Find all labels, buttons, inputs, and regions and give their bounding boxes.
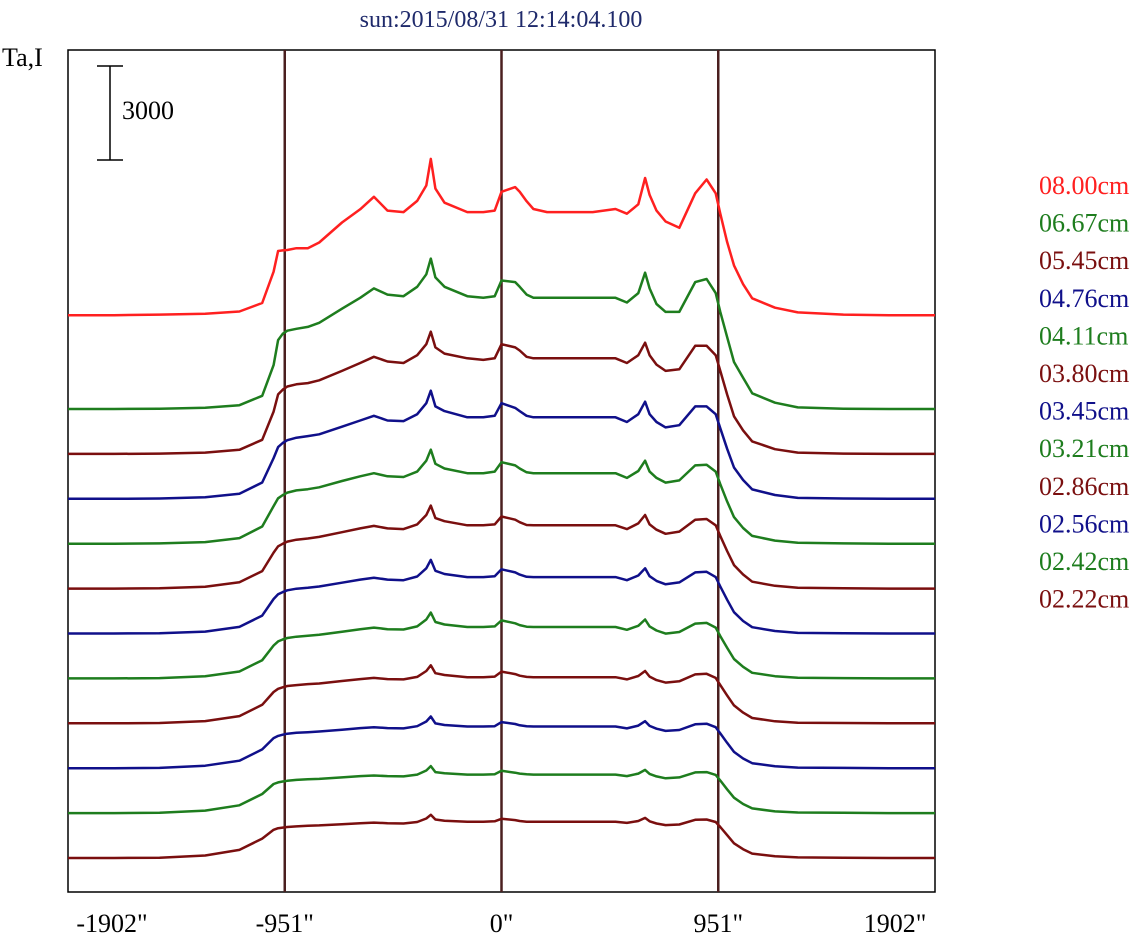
- chart-title: sun:2015/08/31 12:14:04.100: [360, 7, 643, 33]
- series-line-02.86cm: [68, 664, 935, 725]
- scale-bar: 3000: [97, 65, 174, 161]
- x-tick-label: -951": [256, 909, 314, 938]
- legend-item: 02.56cm: [1039, 509, 1129, 538]
- legend-item: 02.22cm: [1039, 585, 1129, 614]
- x-tick-label: 0": [490, 909, 514, 938]
- series-line-04.11cm: [68, 448, 935, 545]
- series-line-02.56cm: [68, 715, 935, 770]
- limb-reference-lines: [283, 50, 720, 892]
- series-line-04.76cm: [68, 389, 935, 501]
- legend-item: 02.42cm: [1039, 547, 1129, 576]
- x-tick-label: -1902": [76, 909, 147, 938]
- legend-item: 08.00cm: [1039, 171, 1129, 200]
- legend-item: 03.45cm: [1039, 397, 1129, 426]
- legend-item: 03.80cm: [1039, 359, 1129, 388]
- series-line-02.42cm: [68, 764, 935, 815]
- legend-item: 06.67cm: [1039, 209, 1129, 238]
- legend-item: 05.45cm: [1039, 246, 1129, 275]
- series-lines: [68, 157, 935, 860]
- series-line-03.45cm: [68, 558, 935, 635]
- series-line-05.45cm: [68, 330, 935, 456]
- legend-item: 02.86cm: [1039, 472, 1129, 501]
- x-tick-label: 1902": [864, 909, 927, 938]
- y-axis-label: Ta,I: [2, 43, 43, 72]
- series-line-08.00cm: [68, 157, 935, 317]
- series-line-02.22cm: [68, 813, 935, 860]
- series-line-06.67cm: [68, 257, 935, 411]
- x-tick-label: 951": [693, 909, 743, 938]
- legend-item: 04.11cm: [1039, 321, 1128, 350]
- legend-item: 04.76cm: [1039, 284, 1129, 313]
- legend: 08.00cm 06.67cm 05.45cm 04.76cm 04.11cm 03.80…: [1039, 171, 1129, 614]
- x-tick-labels: -1902" -951" 0" 951" 1902": [76, 909, 926, 938]
- series-line-03.80cm: [68, 504, 935, 590]
- legend-item: 03.21cm: [1039, 434, 1129, 463]
- scale-bar-label: 3000: [122, 96, 174, 125]
- series-line-03.21cm: [68, 611, 935, 680]
